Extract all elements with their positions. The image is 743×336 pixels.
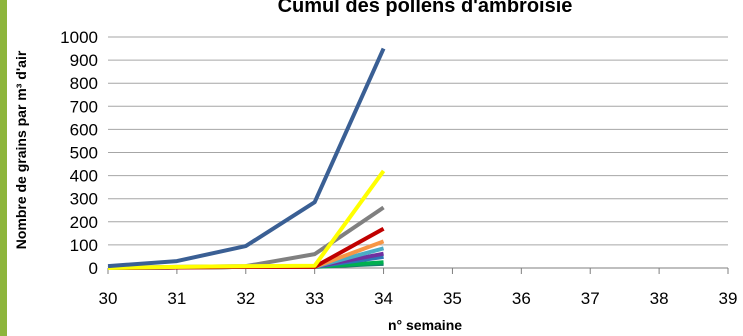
y-tick-label: 200	[70, 213, 98, 232]
series-line-1	[107, 47, 386, 269]
left-accent-bar	[0, 0, 7, 336]
y-tick-label: 900	[70, 51, 98, 70]
x-tick-label: 30	[99, 289, 118, 308]
y-tick-label: 0	[89, 259, 98, 278]
y-tick-label: 400	[70, 167, 98, 186]
tick-labels: 0 100 200 300 400 500 600 700 800 900 1000 30 31 32 33…	[60, 28, 737, 308]
x-tick-label: 34	[374, 289, 393, 308]
x-tick-label: 37	[581, 289, 600, 308]
chart-title: Cumul des pollens d'ambroisie	[278, 0, 573, 17]
series-line-2	[107, 169, 386, 270]
gridlines	[108, 36, 728, 246]
x-tick-label: 33	[305, 289, 324, 308]
x-tick-label: 36	[512, 289, 531, 308]
series-lines	[107, 47, 386, 270]
x-tick-label: 39	[719, 289, 738, 308]
y-axis-title: Nombre de grains par m³ d'air	[13, 50, 29, 249]
y-tick-label: 800	[70, 74, 98, 93]
y-tick-label: 1000	[60, 28, 98, 47]
y-tick-label: 500	[70, 144, 98, 163]
y-tick-label: 700	[70, 97, 98, 116]
x-tick-label: 31	[167, 289, 186, 308]
y-tick-label: 300	[70, 190, 98, 209]
y-tick-label: 100	[70, 236, 98, 255]
x-tick-label: 32	[236, 289, 255, 308]
x-tick-label: 35	[443, 289, 462, 308]
x-axis-title: n° semaine	[388, 317, 462, 333]
x-tick-label: 38	[650, 289, 669, 308]
y-tick-label: 600	[70, 120, 98, 139]
